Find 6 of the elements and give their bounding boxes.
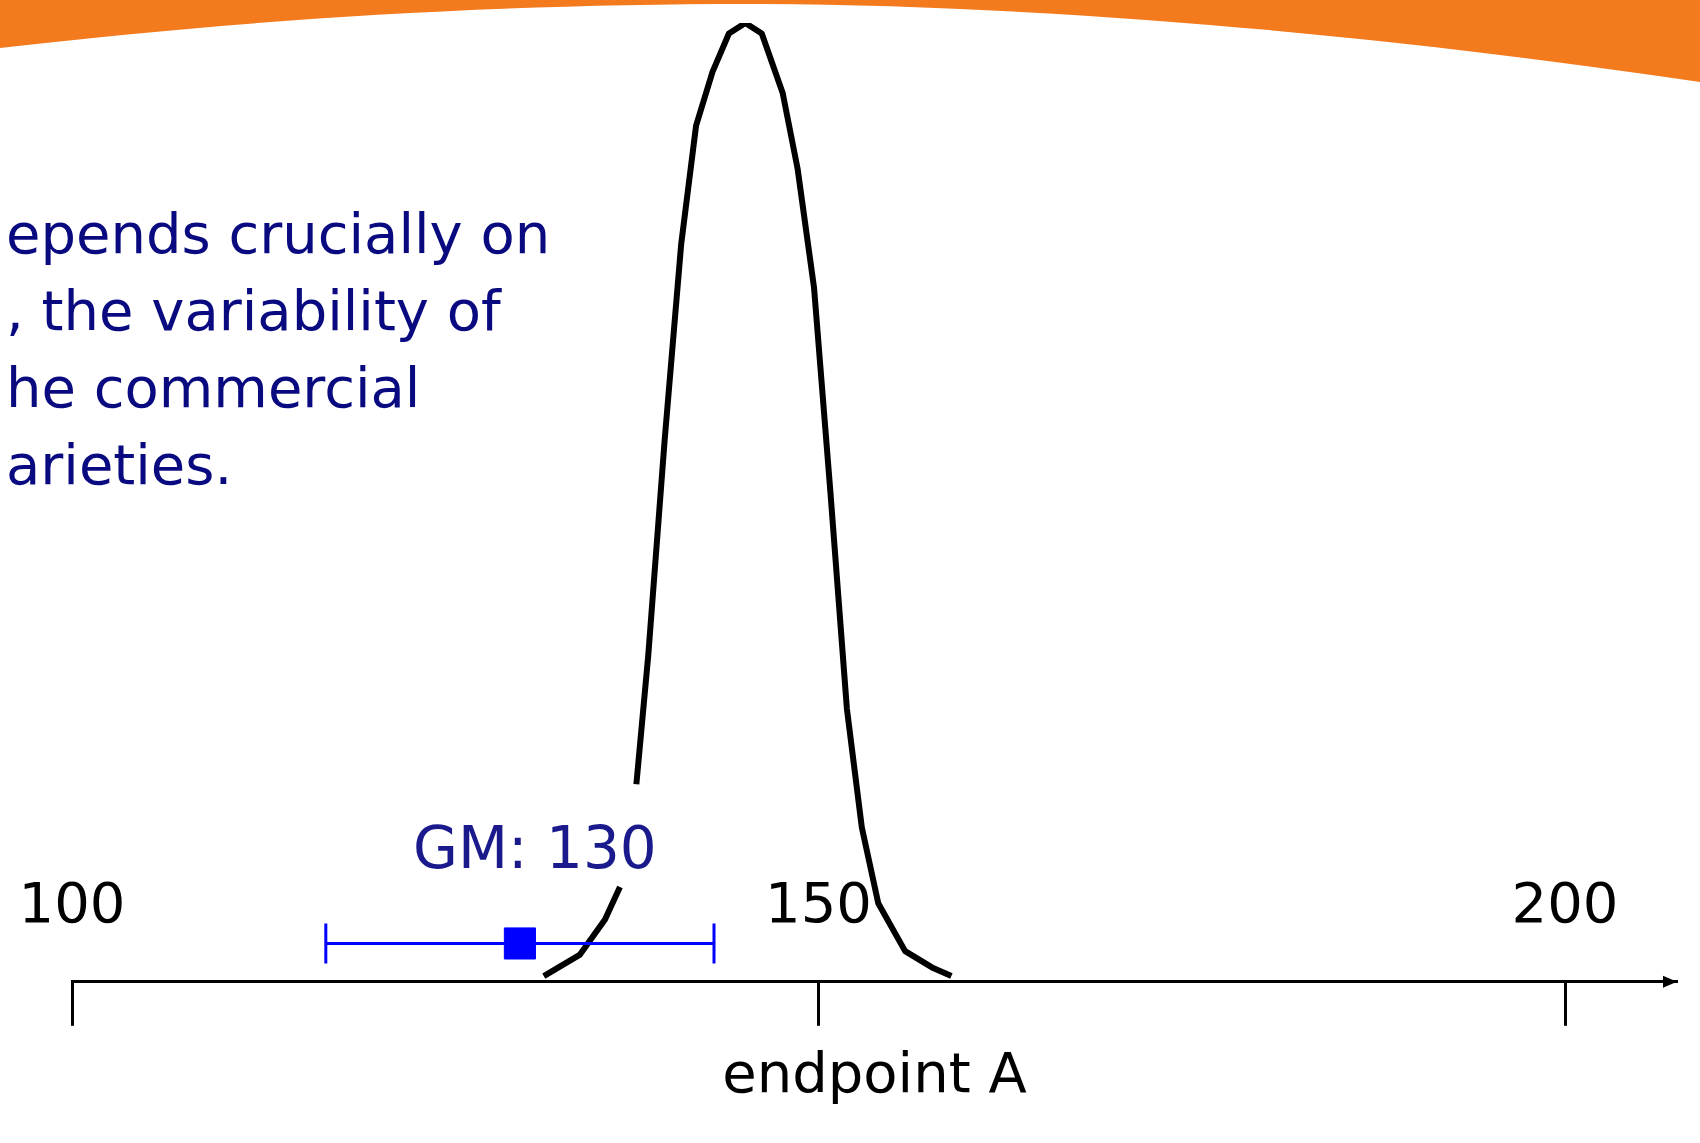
x-axis-title: endpoint A xyxy=(722,1039,1027,1105)
annotation: epends crucially on , the variability of he commercial arieties. xyxy=(6,200,551,499)
annotation: GM: 130 xyxy=(413,814,657,883)
x-tick-label: 150 xyxy=(765,869,872,935)
x-tick-label: 200 xyxy=(1511,869,1619,935)
x-tick-label: 100 xyxy=(18,869,126,935)
